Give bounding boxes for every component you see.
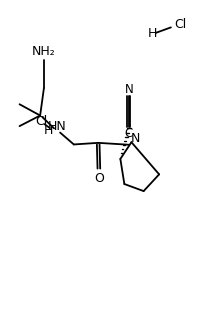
Text: Cl: Cl bbox=[36, 115, 48, 128]
Text: C: C bbox=[125, 127, 133, 140]
Text: Cl: Cl bbox=[175, 18, 187, 31]
Text: H: H bbox=[44, 124, 53, 137]
Text: HN: HN bbox=[47, 120, 66, 133]
Text: N: N bbox=[131, 132, 140, 145]
Text: H: H bbox=[148, 27, 157, 40]
Text: O: O bbox=[94, 172, 104, 185]
Text: N: N bbox=[124, 83, 133, 96]
Text: NH₂: NH₂ bbox=[32, 45, 56, 58]
